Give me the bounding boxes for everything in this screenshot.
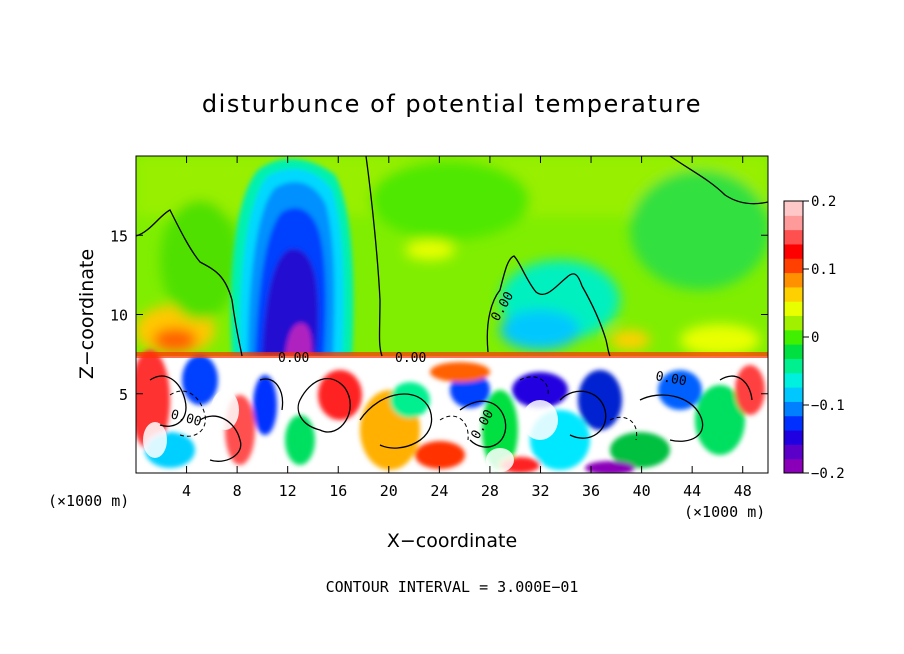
colorbar-segment <box>784 372 803 388</box>
contour-lines-dashed <box>169 376 638 441</box>
colorbar-segment <box>784 358 803 374</box>
inversion-band <box>136 352 768 358</box>
colorbar-segment <box>784 215 803 231</box>
colorbar-segment <box>784 401 803 417</box>
colorbar-tick-label: −0.1 <box>811 398 845 414</box>
colorbar-segment <box>784 444 803 460</box>
x-tick-label: 24 <box>430 482 448 500</box>
contour-lines <box>136 156 768 462</box>
contour-label: 0.00 <box>654 369 687 389</box>
colorbar-segment <box>784 201 803 216</box>
x-tick-label: 12 <box>279 482 297 500</box>
cold-column <box>230 158 354 356</box>
x-tick-label: 48 <box>734 482 752 500</box>
contour-interval-note: CONTOUR INTERVAL = 3.000E−01 <box>326 578 579 596</box>
plot-area: 0.00 0.00 0.00 0.00 0.00 0.00 <box>136 156 768 473</box>
colorbar-segment <box>784 229 803 245</box>
y-axis-title: Z−coordinate <box>76 249 98 379</box>
colorbar-tick-label: 0.1 <box>811 262 836 278</box>
x-tick-label: 28 <box>481 482 499 500</box>
x-unit-label-left: (×1000 m) <box>48 492 129 510</box>
x-unit-label-right: (×1000 m) <box>684 503 765 521</box>
colorbar-segment <box>784 286 803 302</box>
contour-label: 0.00 <box>395 351 426 366</box>
x-tick-label: 16 <box>329 482 347 500</box>
lower-layer-white-patches <box>143 390 558 472</box>
contour-label: 0.00 <box>278 351 309 366</box>
colorbar-segment <box>784 301 803 317</box>
y-tick-label: 5 <box>119 386 128 404</box>
y-axis: 5 10 15 <box>110 227 768 404</box>
colorbar-segment <box>784 458 803 474</box>
colorbar-segment <box>784 258 803 274</box>
x-tick-label: 40 <box>633 482 651 500</box>
colorbar-segment <box>784 272 803 288</box>
x-axis: 4 8 12 16 20 24 28 32 36 40 44 48 <box>182 156 752 500</box>
colorbar-segment <box>784 344 803 359</box>
y-tick-label: 10 <box>110 307 128 325</box>
colorbar-segment <box>784 315 803 331</box>
colorbar-tick-label: 0.2 <box>811 194 836 210</box>
lower-layer-shading <box>136 350 765 473</box>
x-tick-label: 32 <box>531 482 549 500</box>
upper-layer-shading <box>136 156 768 356</box>
colorbar-segment <box>784 243 803 259</box>
chart-title: disturbunce of potential temperature <box>202 90 702 118</box>
colorbar-segment <box>784 387 803 402</box>
colorbar-segment <box>784 415 803 431</box>
y-tick-label: 15 <box>110 227 128 245</box>
colorbar-tick-label: −0.2 <box>811 466 845 482</box>
x-tick-label: 36 <box>582 482 600 500</box>
x-tick-label: 44 <box>683 482 701 500</box>
colorbar-ticks: 0.2 0.1 0 −0.1 −0.2 <box>803 194 845 482</box>
colorbar-segment <box>784 329 803 345</box>
x-tick-label: 8 <box>233 482 242 500</box>
colorbar-segment <box>784 430 803 445</box>
x-tick-label: 20 <box>380 482 398 500</box>
colorbar-tick-label: 0 <box>811 330 819 346</box>
colorbar <box>784 201 803 474</box>
x-tick-label: 4 <box>182 482 191 500</box>
x-axis-title: X−coordinate <box>387 530 517 552</box>
